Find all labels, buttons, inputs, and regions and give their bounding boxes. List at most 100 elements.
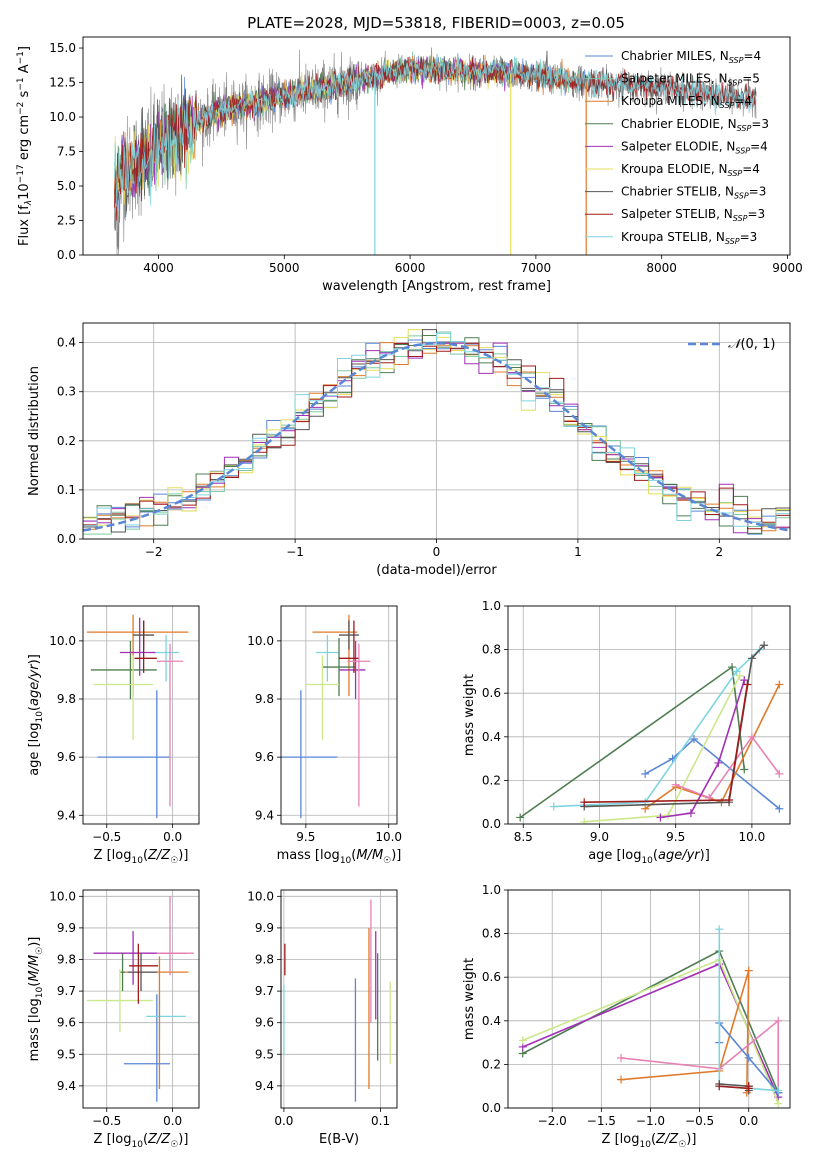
- x-tick-label: −0.5: [92, 830, 121, 844]
- weight-line: [620, 1019, 779, 1093]
- y-tick-label: 10.0: [49, 634, 76, 648]
- y-axis-label: age [log10(age/yr)]: [27, 654, 45, 776]
- x-tick-label: 9.5: [296, 830, 315, 844]
- weight-marker: [775, 680, 784, 689]
- y-tick-label: 10.0: [247, 889, 274, 903]
- y-tick-label: 0.1: [57, 483, 76, 497]
- x-axis-label: age [log10(age/yr)]: [588, 848, 710, 866]
- weight-line: [553, 649, 761, 808]
- residual-histogram: [83, 342, 790, 532]
- y-tick-label: 0.4: [482, 1014, 501, 1028]
- y-tick-label: 9.7: [255, 984, 274, 998]
- y-tick-label: 15.0: [49, 41, 76, 55]
- x-tick-label: 10.0: [739, 830, 766, 844]
- weight-marker: [744, 1082, 753, 1091]
- y-tick-label: 9.8: [255, 953, 274, 967]
- x-tick-label: 0.0: [163, 1114, 182, 1128]
- errorbar-point: [339, 620, 359, 650]
- weight-marker: [775, 804, 784, 813]
- x-tick-label: 0.0: [274, 1114, 293, 1128]
- legend-label: Salpeter MILES, NSSP=5: [621, 72, 760, 88]
- y-tick-label: 9.6: [255, 1016, 274, 1030]
- legend-label: Kroupa STELIB, NSSP=3: [621, 230, 757, 246]
- weight-marker: [743, 680, 752, 689]
- errorbar-point: [93, 655, 153, 740]
- weight-marker: [728, 663, 737, 672]
- x-tick-label: 0.1: [371, 1114, 390, 1128]
- y-tick-label: 0.2: [482, 773, 501, 787]
- errorbar-point: [119, 953, 126, 992]
- x-tick-label: 9.0: [590, 830, 609, 844]
- errorbar-point: [90, 640, 157, 700]
- errorbar-point: [97, 690, 170, 819]
- errorbar-point: [127, 953, 157, 992]
- y-tick-label: 0.0: [482, 817, 501, 831]
- y-tick-label: 9.5: [57, 1047, 76, 1061]
- y-tick-label: 9.8: [57, 953, 76, 967]
- weight-marker: [656, 813, 665, 822]
- legend-label: 𝒩(0, 1): [728, 337, 775, 352]
- weight-marker: [616, 1053, 625, 1062]
- y-tick-label: 10.0: [247, 634, 274, 648]
- y-tick-label: 9.6: [255, 750, 274, 764]
- y-tick-label: 9.4: [57, 808, 76, 822]
- panel-mass-vs-Z: −0.5 0.0 9.4 9.5 9.6 9.7 9.8 9.9 10.0 Z [log10(Z/…: [27, 889, 200, 1150]
- panel-mass-vs-EBV: 0.0 0.1 9.4 9.5 9.6 9.7 9.8 9.9 10.0 E(B-V): [247, 889, 398, 1147]
- y-tick-label: 0.8: [482, 643, 501, 657]
- panel-weight-vs-Z: −2.0 −1.5 −1.0 −0.5 0.0 0.0 0.2 0.4 0.6 0.8 1.0 Z […: [462, 883, 791, 1150]
- errorbar-point: [93, 931, 186, 985]
- x-tick-label: 4000: [143, 261, 174, 275]
- x-tick-label: −0.5: [92, 1114, 121, 1128]
- y-tick-label: 9.4: [255, 808, 274, 822]
- x-tick-label: 6000: [395, 261, 426, 275]
- weight-marker: [616, 1075, 625, 1084]
- y-tick-label: 0.0: [57, 532, 76, 546]
- y-tick-label: 10.0: [49, 110, 76, 124]
- weight-marker: [686, 809, 695, 818]
- y-tick-label: 9.8: [255, 692, 274, 706]
- weight-marker: [740, 676, 749, 685]
- errorbar-point: [339, 640, 366, 700]
- errorbar-point: [281, 690, 338, 819]
- weight-marker: [641, 769, 650, 778]
- y-tick-label: 9.7: [57, 984, 76, 998]
- x-tick-label: 2: [715, 545, 723, 559]
- x-tick-label: 1: [574, 545, 582, 559]
- y-tick-label: 9.9: [255, 921, 274, 935]
- y-tick-label: 12.5: [49, 76, 76, 90]
- axes-frame: [280, 605, 398, 825]
- y-tick-label: 9.6: [57, 750, 76, 764]
- weight-marker: [774, 1086, 783, 1095]
- weight-marker: [774, 1099, 783, 1108]
- legend: Chabrier MILES, NSSP=4 Salpeter MILES, NS…: [585, 49, 769, 246]
- errorbar-point: [134, 620, 157, 673]
- y-tick-label: 0.4: [482, 730, 501, 744]
- y-axis-label: Flux [fλ10−17 erg cm−2 s−1 A−1]: [16, 46, 34, 246]
- x-tick-label: −1: [286, 545, 304, 559]
- weight-marker: [747, 732, 756, 741]
- plot-area: [516, 641, 784, 824]
- x-axis-label: (data-model)/error: [376, 563, 497, 578]
- errorbar-point: [123, 994, 170, 1102]
- axes-frame: [82, 605, 200, 825]
- y-tick-label: 0.4: [57, 336, 76, 350]
- y-axis-label: mass [log10(M/M☉)]: [27, 937, 45, 1062]
- residual-histogram: [83, 332, 790, 527]
- weight-line: [620, 970, 750, 1093]
- y-axis-label: mass weight: [462, 674, 477, 756]
- errorbar-point: [347, 643, 371, 807]
- legend-label: Kroupa ELODIE, NSSP=4: [621, 162, 760, 178]
- y-tick-label: 9.5: [255, 1047, 274, 1061]
- y-tick-label: 0.2: [57, 434, 76, 448]
- x-tick-label: 9.5: [666, 830, 685, 844]
- y-tick-label: 0.8: [482, 927, 501, 941]
- y-tick-label: 7.5: [57, 145, 76, 159]
- panel-residuals: −2 −1 0 1 2 0.0 0.1 0.2 0.3 0.4 𝒩(0, 1) (data-model…: [27, 322, 791, 578]
- weight-marker: [549, 802, 558, 811]
- legend-label: Salpeter ELODIE, NSSP=4: [621, 139, 768, 155]
- weight-line: [675, 735, 780, 799]
- x-axis-label: Z [log10(Z/Z☉)]: [94, 1132, 189, 1150]
- weight-line: [660, 679, 746, 819]
- weight-line: [584, 684, 749, 803]
